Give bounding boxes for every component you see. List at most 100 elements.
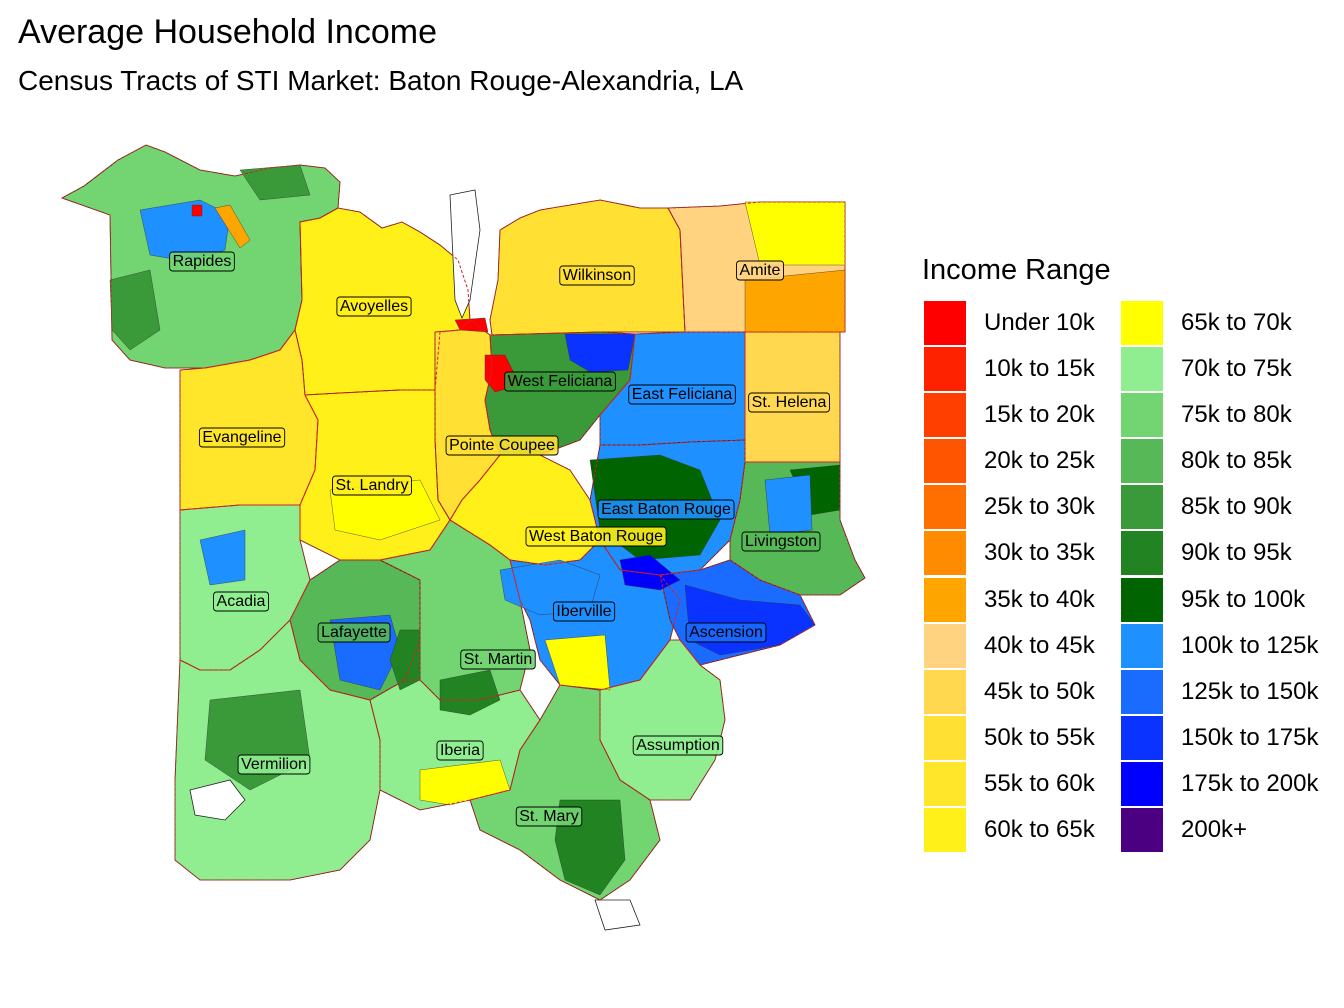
legend-swatch [1121, 347, 1163, 392]
svg-text:Iberville: Iberville [556, 603, 611, 620]
tract-details [109, 164, 846, 931]
tract-patch [139, 199, 231, 263]
legend-label: 20k to 25k [984, 447, 1095, 475]
legend-swatch [924, 808, 966, 853]
legend-swatch [924, 715, 966, 760]
svg-text:East Baton Rouge: East Baton Rouge [601, 501, 731, 518]
water-body [449, 189, 481, 320]
parish-boundary [729, 461, 866, 596]
water-body [594, 899, 641, 931]
parish-boundary [509, 539, 681, 691]
parish-label: St. Mary [515, 806, 583, 827]
tract-patch [544, 634, 611, 691]
parish-boundary [179, 328, 319, 511]
legend-label: 10k to 15k [984, 355, 1095, 383]
tract-patch [454, 317, 489, 333]
svg-text:East Feliciana: East Feliciana [632, 386, 733, 403]
svg-text:Iberia: Iberia [440, 742, 480, 759]
legend-label: 15k to 20k [984, 401, 1095, 429]
water-body [189, 779, 246, 821]
parish-boundary [369, 679, 541, 811]
parish-label: East Baton Rouge [597, 499, 735, 520]
svg-text:Avoyelles: Avoyelles [340, 298, 408, 315]
map-title: Average Household Income [18, 13, 437, 51]
legend-label: Under 10k [984, 309, 1095, 336]
parish-label: West Baton Rouge [525, 526, 667, 547]
legend-label: 125k to 150k [1181, 677, 1319, 705]
svg-text:St. Helena: St. Helena [752, 394, 827, 411]
legend-swatch [924, 439, 966, 484]
legend-swatch [1121, 439, 1163, 484]
tract-patch [191, 204, 203, 217]
parish-label: West Feliciana [504, 371, 616, 392]
legend-label: 90k to 95k [1181, 539, 1292, 567]
legend-label: 50k to 55k [984, 723, 1095, 751]
svg-text:West Feliciana: West Feliciana [508, 373, 613, 390]
legend-label: 200k+ [1181, 816, 1248, 844]
legend-label: 80k to 85k [1181, 447, 1292, 475]
tract-patch [214, 204, 251, 249]
census-tract-map: Rapides Avoyelles Wilkinson Amite West Felic… [60, 144, 866, 931]
parish-label: Pointe Coupee [445, 435, 559, 456]
parish-boundary [289, 559, 421, 701]
parish-label: Avoyelles [336, 296, 412, 317]
tract-patch [199, 529, 246, 586]
legend-swatch [924, 761, 966, 806]
parish-label: Rapides [169, 251, 235, 272]
legend-label: 65k to 70k [1181, 309, 1292, 336]
legend: Income Range Under 10k 10k to 15k 15k to 2… [922, 252, 1342, 872]
legend-swatch [1121, 623, 1163, 668]
legend-swatch [1121, 577, 1163, 622]
legend-swatch [924, 577, 966, 622]
legend-swatch [1121, 715, 1163, 760]
tract-patch [764, 474, 813, 536]
parish-boundary [299, 389, 451, 561]
svg-text:Amite: Amite [740, 262, 781, 279]
legend-label: 45k to 50k [984, 677, 1095, 705]
parish-boundary [294, 207, 471, 396]
parish-label: St. Helena [748, 392, 830, 413]
svg-text:St. Mary: St. Mary [519, 808, 579, 825]
parish-boundary [469, 684, 661, 901]
legend-swatch [1121, 531, 1163, 576]
svg-text:Wilkinson: Wilkinson [563, 267, 631, 284]
legend-swatch [1121, 808, 1163, 853]
parish-boundary [599, 639, 726, 801]
parish-label: Ascension [685, 622, 767, 643]
parish-label: St. Martin [460, 649, 536, 670]
svg-text:St. Landry: St. Landry [336, 477, 409, 494]
map-subtitle: Census Tracts of STI Market: Baton Rouge… [18, 65, 744, 96]
legend-swatch [924, 347, 966, 392]
legend-swatch [1121, 301, 1163, 345]
svg-text:Livingston: Livingston [745, 533, 817, 550]
parish-boundary [484, 331, 636, 456]
legend-label: 70k to 75k [1181, 355, 1292, 383]
svg-text:Rapides: Rapides [173, 253, 232, 270]
tract-patch [439, 669, 501, 716]
tract-patch [744, 201, 846, 266]
legend-swatch [1121, 393, 1163, 438]
legend-title: Income Range [922, 254, 1111, 286]
parish-label: Amite [736, 260, 784, 281]
legend-label: 100k to 125k [1181, 631, 1319, 659]
tract-patch [619, 554, 681, 591]
legend-swatch [924, 301, 966, 345]
legend-swatch [924, 485, 966, 530]
parish-label: Vermilion [237, 754, 311, 775]
parish-label: St. Landry [332, 475, 412, 496]
parish-boundary [378, 519, 531, 701]
svg-text:Lafayette: Lafayette [321, 624, 387, 641]
legend-swatch [1121, 669, 1163, 714]
legend-swatch [1121, 761, 1163, 806]
legend-swatch [924, 393, 966, 438]
legend-label: 75k to 80k [1181, 401, 1292, 429]
legend-swatch [924, 531, 966, 576]
svg-text:West Baton Rouge: West Baton Rouge [529, 528, 663, 545]
legend-label: 150k to 175k [1181, 723, 1319, 751]
parish-label: Assumption [632, 735, 724, 756]
svg-text:Ascension: Ascension [689, 624, 763, 641]
legend-label: 30k to 35k [984, 539, 1095, 567]
parish-label: Acadia [213, 591, 270, 612]
legend-label: 60k to 65k [984, 816, 1095, 844]
legend-label: 35k to 40k [984, 585, 1095, 613]
